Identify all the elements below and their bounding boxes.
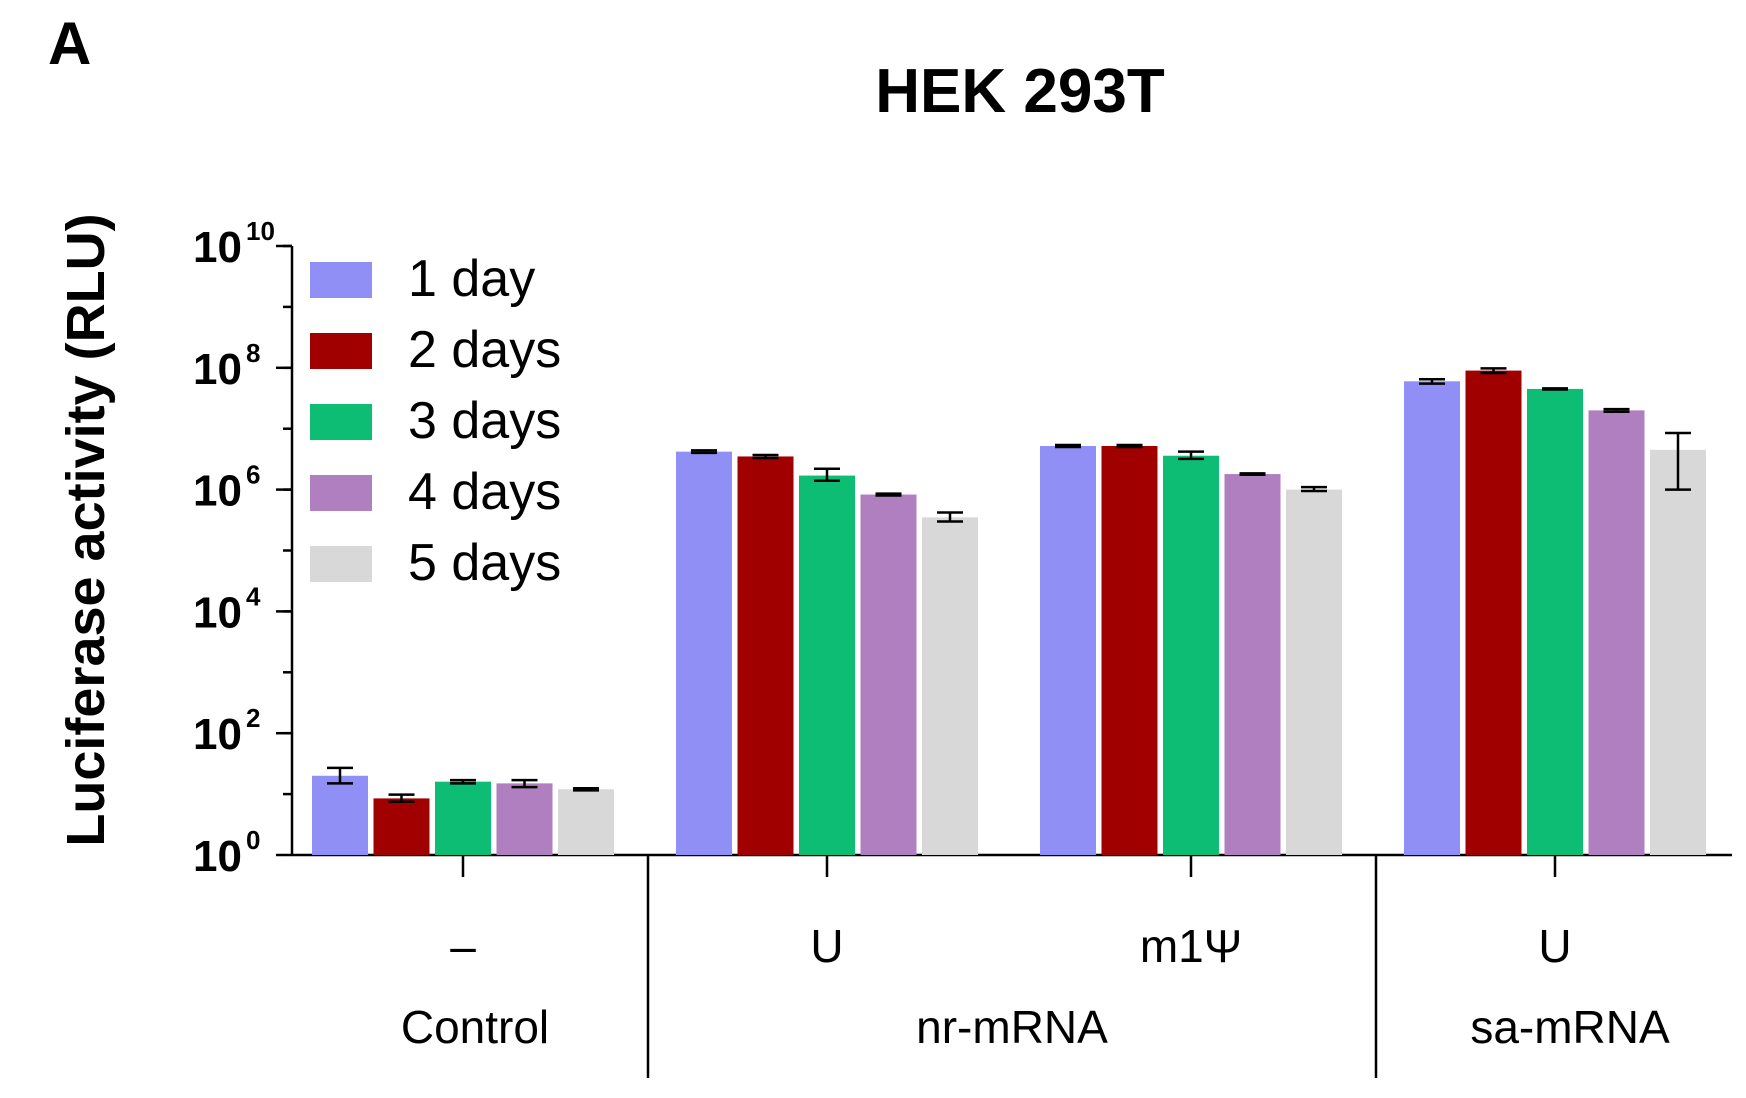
bar (1040, 445, 1096, 855)
legend-swatch (310, 404, 372, 440)
legend-label: 4 days (408, 463, 561, 521)
panel-letter: A (48, 10, 91, 77)
y-tick-label-base: 10 (193, 467, 242, 516)
bar (435, 781, 491, 855)
y-tick-label-exp: 6 (246, 460, 260, 490)
legend-swatch (310, 262, 372, 298)
bar (799, 475, 855, 855)
bar (676, 451, 732, 855)
y-tick-label-exp: 4 (246, 581, 261, 611)
bar (1224, 474, 1281, 855)
y-tick-label-base: 10 (193, 223, 242, 272)
category-label: U (1538, 920, 1571, 972)
bar (1163, 455, 1219, 855)
legend-swatch (310, 333, 372, 369)
bar (1465, 370, 1522, 855)
bar (373, 798, 430, 855)
y-tick-label-base: 10 (193, 710, 242, 759)
bar (1650, 449, 1706, 855)
bar (1404, 381, 1460, 855)
bar (860, 494, 917, 855)
bar (496, 783, 553, 855)
legend-label: 3 days (408, 392, 561, 450)
group-label: nr-mRNA (916, 1001, 1108, 1053)
y-tick-label-exp: 0 (246, 825, 260, 855)
category-label: U (810, 920, 843, 972)
bar (1527, 388, 1583, 855)
legend-swatch (310, 475, 372, 511)
bar (1286, 489, 1342, 855)
y-tick-label-exp: 8 (246, 338, 260, 368)
category-label: – (450, 920, 476, 972)
bar (312, 775, 368, 855)
y-tick-label-exp: 10 (246, 216, 275, 246)
y-tick-label-base: 10 (193, 832, 242, 881)
category-label: m1Ψ (1140, 920, 1242, 972)
legend-label: 5 days (408, 534, 561, 592)
y-tick-label-base: 10 (193, 588, 242, 637)
y-axis-label: Luciferase activity (RLU) (56, 213, 116, 846)
legend-label: 1 day (408, 250, 535, 308)
bar (737, 456, 794, 855)
group-label: Control (401, 1001, 549, 1053)
chart-title: HEK 293T (875, 57, 1165, 126)
bar (558, 789, 614, 855)
bar (922, 517, 978, 855)
bar (1588, 410, 1645, 855)
legend-swatch (310, 546, 372, 582)
group-label: sa-mRNA (1470, 1001, 1670, 1053)
bar (1101, 445, 1158, 855)
y-tick-label-exp: 2 (246, 703, 260, 733)
legend-label: 2 days (408, 321, 561, 379)
y-tick-label-base: 10 (193, 345, 242, 394)
